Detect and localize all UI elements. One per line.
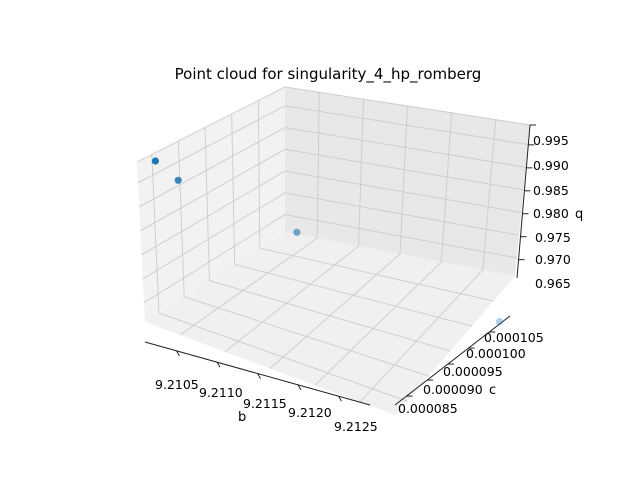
x-tick xyxy=(216,361,221,368)
back-pane xyxy=(285,87,530,276)
y-tick-label: 0.000095 xyxy=(443,364,503,379)
y-tick-label: 0.000105 xyxy=(484,330,544,345)
z-tick-label: 0.990 xyxy=(533,158,569,173)
grid-lines xyxy=(136,86,531,403)
x-tick-label: 9.2105 xyxy=(155,377,199,392)
data-points xyxy=(151,157,504,326)
grid-line xyxy=(142,192,520,280)
x-tick-label: 9.2120 xyxy=(288,405,332,420)
y-tick-label: 0.000090 xyxy=(423,382,483,397)
z-tick-label: 0.975 xyxy=(535,230,571,245)
y-tick-label: 0.000100 xyxy=(466,346,526,361)
chart-title: Point cloud for singularity_4_hp_romberg xyxy=(175,65,482,84)
grid-line xyxy=(137,105,529,184)
grid-line xyxy=(140,148,524,232)
data-point xyxy=(174,176,182,184)
x-axis-label: b xyxy=(238,410,246,425)
grid-line xyxy=(141,170,522,256)
grid-line xyxy=(359,119,497,403)
z-tick-label: 0.980 xyxy=(533,206,569,221)
z-tick-label: 0.970 xyxy=(535,252,571,267)
x-tick-label: 9.2125 xyxy=(334,419,378,434)
data-point xyxy=(151,157,159,165)
z-tick-label: 0.995 xyxy=(533,133,569,148)
y-tick-labels: 0.000085 0.000090 0.000095 0.000100 0.00… xyxy=(398,330,544,416)
grid-line xyxy=(314,112,453,386)
x-tick-labels: 9.2105 9.2110 9.2115 9.2120 9.2125 xyxy=(155,377,378,434)
data-point xyxy=(293,228,301,236)
z-axis-label: q xyxy=(575,207,583,222)
x-tick xyxy=(257,373,261,379)
grid-line xyxy=(179,92,320,336)
grid-line xyxy=(177,140,429,377)
x-tick xyxy=(176,350,180,357)
z-tick-label: 0.965 xyxy=(535,276,571,291)
grid-line xyxy=(143,214,517,304)
y-tick-label: 0.000085 xyxy=(398,401,458,416)
y-axis-label: c xyxy=(489,383,496,398)
grid-line xyxy=(204,127,451,352)
x-tick xyxy=(338,395,342,402)
tick-marks xyxy=(176,124,536,402)
z-axis-line xyxy=(516,124,531,279)
grid-line xyxy=(224,99,364,353)
z-tick-label: 0.985 xyxy=(533,183,569,198)
z-tick-labels: 0.965 0.970 0.975 0.980 0.985 0.990 0.99… xyxy=(533,133,571,291)
x-tick xyxy=(297,384,302,391)
grid-line xyxy=(231,113,472,327)
grid-line xyxy=(151,154,408,402)
grid-line xyxy=(257,100,494,302)
x-tick-label: 9.2115 xyxy=(243,396,287,411)
data-point xyxy=(495,318,504,326)
grid-line xyxy=(269,105,408,369)
left-pane xyxy=(137,87,285,322)
grid-line xyxy=(139,127,526,208)
x-tick-label: 9.2110 xyxy=(199,385,243,400)
grid-line xyxy=(136,86,531,163)
y-axis-line xyxy=(394,315,511,406)
floor-pane xyxy=(145,232,515,415)
